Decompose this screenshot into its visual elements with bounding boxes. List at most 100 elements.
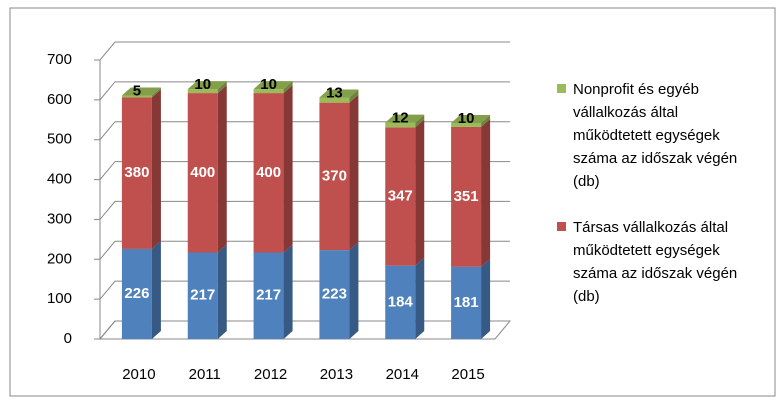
bar-top bbox=[121, 87, 161, 96]
bar-side bbox=[415, 257, 425, 339]
x-tick-label: 2011 bbox=[189, 366, 221, 383]
bar-front bbox=[253, 89, 284, 94]
chart-frame bbox=[9, 7, 776, 397]
bar-segment bbox=[319, 94, 359, 251]
legend-label: Nonprofit és egyéb vállalkozás által műk… bbox=[573, 81, 738, 190]
grid-line bbox=[94, 161, 510, 181]
data-label: 400 bbox=[256, 164, 281, 181]
bar-front bbox=[319, 102, 350, 251]
data-label: 226 bbox=[124, 285, 149, 302]
bar-side bbox=[481, 258, 491, 339]
bar-side bbox=[349, 94, 359, 251]
bar-segment bbox=[385, 257, 425, 339]
grid-line bbox=[94, 121, 510, 141]
x-tick-label: 2012 bbox=[254, 366, 287, 383]
bar-side bbox=[217, 244, 227, 339]
y-tick-label: 0 bbox=[64, 330, 72, 347]
bar-segment bbox=[385, 119, 425, 266]
bar-segment bbox=[187, 81, 227, 94]
bar-segment bbox=[253, 244, 293, 339]
bar-front bbox=[187, 89, 218, 94]
bar-front bbox=[121, 97, 152, 249]
legend-item: Nonprofit és egyéb vállalkozás által műk… bbox=[557, 78, 757, 193]
bar-segment bbox=[253, 81, 293, 94]
data-label: 347 bbox=[388, 187, 413, 204]
data-label: 400 bbox=[190, 164, 215, 181]
bar-front bbox=[121, 248, 152, 339]
bar-segment bbox=[187, 85, 227, 253]
bar-side bbox=[283, 244, 293, 339]
bar-front bbox=[319, 250, 350, 339]
bar-side bbox=[283, 81, 293, 94]
bar-front bbox=[319, 97, 350, 103]
data-label: 351 bbox=[454, 188, 479, 205]
bar-side bbox=[481, 118, 491, 267]
bar-front bbox=[253, 93, 284, 253]
y-tick-label: 100 bbox=[47, 290, 72, 307]
bar-top bbox=[385, 114, 425, 123]
bar-front bbox=[451, 266, 482, 339]
x-tick-label: 2015 bbox=[451, 366, 484, 383]
bar-segment bbox=[451, 258, 491, 339]
bar-top bbox=[253, 81, 293, 90]
bar-segment bbox=[121, 87, 161, 98]
bar-front bbox=[253, 252, 284, 339]
data-label: 184 bbox=[388, 293, 414, 310]
bar-top bbox=[187, 81, 227, 90]
bar-segment bbox=[121, 89, 161, 249]
y-tick-label: 200 bbox=[47, 250, 72, 267]
bar-front bbox=[385, 265, 416, 339]
bar-front bbox=[451, 122, 482, 127]
bar-side bbox=[349, 242, 359, 339]
bar-segment bbox=[319, 242, 359, 339]
grid-line bbox=[94, 41, 510, 61]
y-tick-label: 300 bbox=[47, 210, 72, 227]
grid-line bbox=[94, 81, 510, 101]
bar-side bbox=[349, 89, 359, 103]
bar-side bbox=[151, 240, 161, 339]
grid-line bbox=[94, 320, 510, 340]
bar-side bbox=[151, 89, 161, 249]
data-label: 217 bbox=[256, 287, 281, 304]
bar-front bbox=[385, 127, 416, 266]
bar-front bbox=[385, 122, 416, 128]
legend-swatch bbox=[557, 222, 566, 231]
data-label: 380 bbox=[124, 164, 149, 181]
bar-side bbox=[151, 87, 161, 98]
bar-segment bbox=[451, 118, 491, 267]
y-tick-label: 600 bbox=[47, 91, 72, 108]
data-label: 217 bbox=[190, 287, 215, 304]
legend-swatch bbox=[557, 84, 566, 93]
data-label: 10 bbox=[194, 76, 211, 93]
x-tick-label: 2014 bbox=[386, 366, 419, 383]
x-tick-label: 2010 bbox=[122, 366, 155, 383]
bar-segment bbox=[187, 244, 227, 339]
x-tick-label: 2013 bbox=[320, 366, 353, 383]
y-tick-label: 500 bbox=[47, 131, 72, 148]
bar-segment bbox=[121, 240, 161, 339]
y-tick-label: 400 bbox=[47, 171, 72, 188]
data-label: 181 bbox=[454, 294, 479, 311]
bar-segment bbox=[253, 85, 293, 253]
bar-side bbox=[217, 81, 227, 94]
bar-side bbox=[283, 85, 293, 253]
bar-front bbox=[187, 252, 218, 339]
bar-side bbox=[481, 114, 491, 127]
bar-front bbox=[187, 93, 218, 253]
bar-segment bbox=[451, 114, 491, 127]
data-label: 5 bbox=[133, 82, 141, 99]
bar-top bbox=[451, 114, 491, 123]
bar-top bbox=[319, 89, 359, 98]
bar-side bbox=[415, 114, 425, 128]
legend-item: Társas vállalkozás által működtetett egy… bbox=[557, 216, 757, 308]
grid-line bbox=[94, 200, 510, 220]
bar-side bbox=[217, 85, 227, 253]
bar-segment bbox=[319, 89, 359, 103]
data-label: 12 bbox=[392, 110, 409, 127]
bar-front bbox=[121, 95, 152, 98]
y-tick-label: 700 bbox=[47, 51, 72, 68]
data-label: 10 bbox=[458, 110, 475, 127]
bar-front bbox=[451, 126, 482, 267]
